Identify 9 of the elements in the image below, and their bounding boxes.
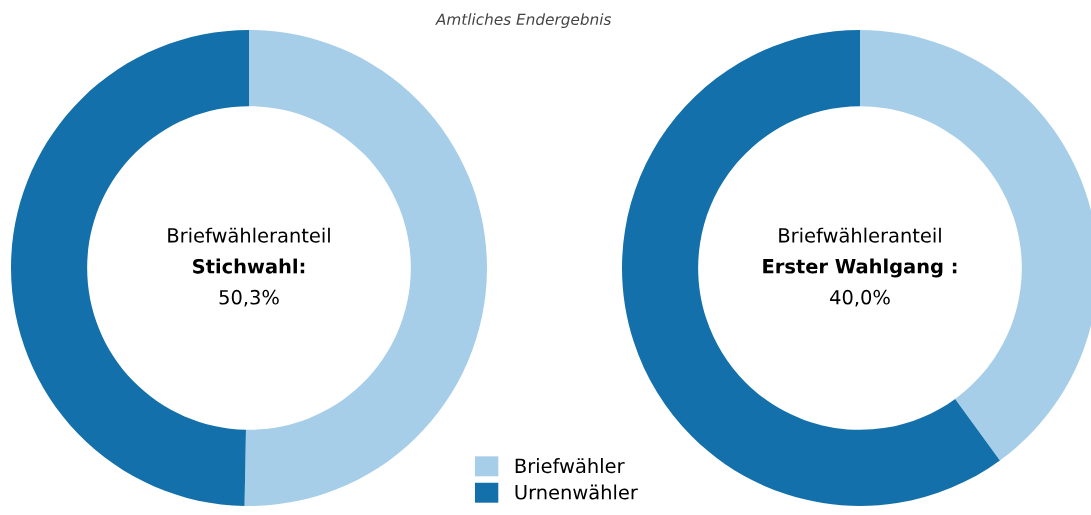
text: 50,3%: [219, 289, 279, 307]
chart-title: Amtliches Endergebnis: [435, 13, 612, 28]
text: Briefwähleranteil: [168, 227, 330, 243]
text: 40,0%: [830, 289, 890, 307]
text: Erster Wahlgang :: [763, 258, 957, 278]
legend-label: Briefwähler: [515, 458, 625, 474]
text: Briefwähleranteil: [779, 227, 941, 243]
text: Stichwahl:: [193, 258, 305, 274]
legend-label: Urnenwähler: [515, 484, 638, 500]
